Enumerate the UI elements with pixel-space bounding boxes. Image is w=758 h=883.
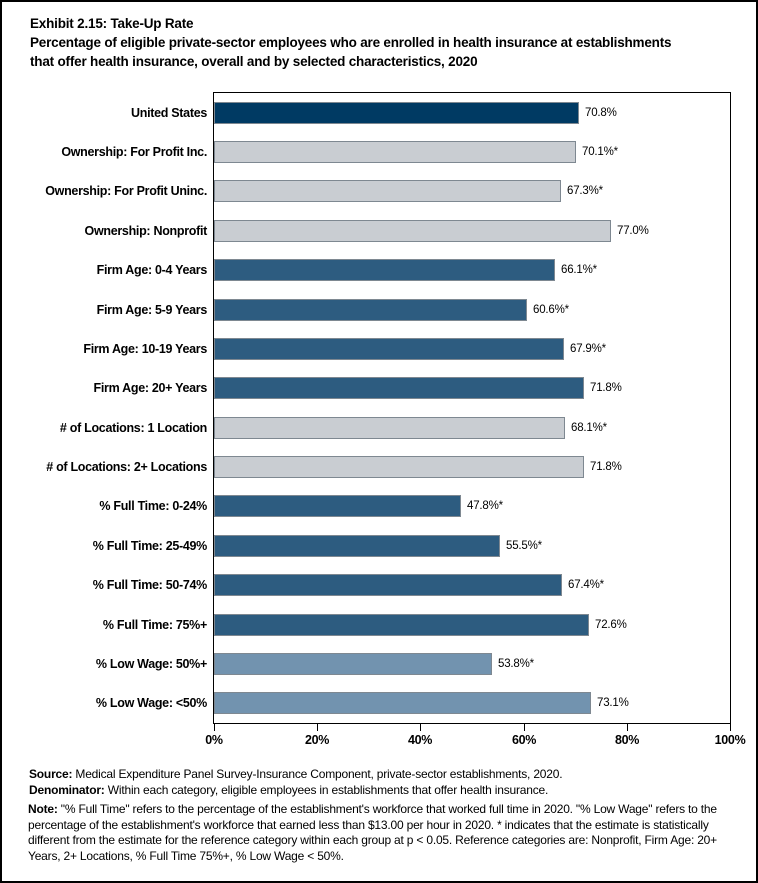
bar bbox=[214, 456, 584, 479]
bar bbox=[214, 574, 562, 597]
note-label: Note: bbox=[28, 802, 58, 816]
category-label: Ownership: Nonprofit bbox=[84, 223, 208, 238]
x-axis-tick-label: 20% bbox=[304, 733, 330, 747]
plot-area: 70.8% 70.1%* 67.3%* 77.0% 66.1%* 60.6%* 67.9%*… bbox=[213, 92, 731, 724]
title-block: Exhibit 2.15: Take-Up Rate Percentage of… bbox=[30, 14, 684, 71]
value-label: 71.8% bbox=[590, 461, 622, 474]
source-label: Source: bbox=[29, 767, 73, 781]
note-block: Note: "% Full Time" refers to the percen… bbox=[28, 802, 738, 864]
category-label: % Full Time: 25-49% bbox=[92, 538, 208, 553]
exhibit-title: Exhibit 2.15: Take-Up Rate bbox=[30, 16, 194, 31]
category-label: % Full Time: 50-74% bbox=[92, 578, 208, 593]
note-text: "% Full Time" refers to the percentage o… bbox=[28, 802, 717, 863]
category-label: Firm Age: 5-9 Years bbox=[96, 302, 208, 317]
x-axis-tick-label: 80% bbox=[614, 733, 640, 747]
value-label: 47.8%* bbox=[467, 500, 503, 513]
category-label: Firm Age: 20+ Years bbox=[93, 381, 208, 396]
category-labels: United States Ownership: For Profit Inc. O… bbox=[16, 92, 207, 724]
denominator-label: Denominator: bbox=[29, 783, 105, 797]
value-label: 67.3%* bbox=[567, 185, 603, 198]
category-label: United States bbox=[131, 105, 207, 120]
x-axis-tick-label: 100% bbox=[714, 733, 746, 747]
category-label: Firm Age: 0-4 Years bbox=[96, 263, 208, 278]
x-axis: 0% 20% 40% 60% 80% 100% bbox=[205, 724, 746, 754]
value-label: 71.8% bbox=[590, 382, 622, 395]
bar bbox=[214, 652, 492, 675]
value-label: 70.8% bbox=[585, 106, 617, 119]
x-axis-tick bbox=[420, 724, 421, 731]
bar bbox=[214, 219, 611, 242]
value-label: 67.9%* bbox=[570, 342, 606, 355]
category-label: # of Locations: 1 Location bbox=[59, 420, 207, 435]
x-axis-tick-label: 0% bbox=[205, 733, 223, 747]
category-label: # of Locations: 2+ Locations bbox=[46, 460, 207, 475]
category-label: % Full Time: 75%+ bbox=[102, 617, 207, 632]
bar bbox=[214, 298, 527, 321]
source-block: Source: Medical Expenditure Panel Survey… bbox=[29, 766, 741, 798]
value-label: 67.4%* bbox=[568, 579, 604, 592]
bar bbox=[214, 101, 579, 124]
x-axis-tick bbox=[524, 724, 525, 731]
x-axis-tick bbox=[627, 724, 628, 731]
bar bbox=[214, 259, 555, 282]
x-axis-tick bbox=[730, 724, 731, 731]
value-label: 55.5%* bbox=[506, 539, 542, 552]
value-label: 60.6%* bbox=[533, 303, 569, 316]
category-label: Firm Age: 10-19 Years bbox=[83, 341, 207, 356]
bar bbox=[214, 141, 576, 164]
bar bbox=[214, 180, 561, 203]
value-label: 70.1%* bbox=[582, 146, 618, 159]
bar bbox=[214, 337, 564, 360]
bar bbox=[214, 495, 461, 518]
value-label: 72.6% bbox=[595, 618, 627, 631]
value-label: 66.1%* bbox=[561, 264, 597, 277]
category-label: % Full Time: 0-24% bbox=[99, 499, 207, 514]
category-label: Ownership: For Profit Uninc. bbox=[45, 184, 207, 199]
x-axis-tick bbox=[214, 724, 215, 731]
x-axis-tick-label: 40% bbox=[407, 733, 433, 747]
bar bbox=[214, 534, 500, 557]
bar bbox=[214, 613, 589, 636]
x-axis-tick bbox=[317, 724, 318, 731]
category-label: % Low Wage: <50% bbox=[95, 696, 207, 711]
value-label: 53.8%* bbox=[498, 657, 534, 670]
source-text: Medical Expenditure Panel Survey-Insuran… bbox=[72, 767, 563, 781]
source-note: Source: Medical Expenditure Panel Survey… bbox=[29, 766, 741, 782]
denominator-text: Within each category, eligible employees… bbox=[104, 783, 549, 797]
bar bbox=[214, 416, 565, 439]
x-axis-tick-label: 60% bbox=[511, 733, 537, 747]
bar bbox=[214, 692, 591, 715]
category-label: Ownership: For Profit Inc. bbox=[61, 145, 207, 160]
denominator-note: Denominator: Within each category, eligi… bbox=[29, 782, 741, 798]
value-label: 73.1% bbox=[597, 697, 629, 710]
bar bbox=[214, 377, 584, 400]
value-label: 68.1%* bbox=[571, 421, 607, 434]
value-label: 77.0% bbox=[617, 224, 649, 237]
chart-subtitle: Percentage of eligible private-sector em… bbox=[30, 35, 672, 69]
category-label: % Low Wage: 50%+ bbox=[95, 656, 207, 671]
